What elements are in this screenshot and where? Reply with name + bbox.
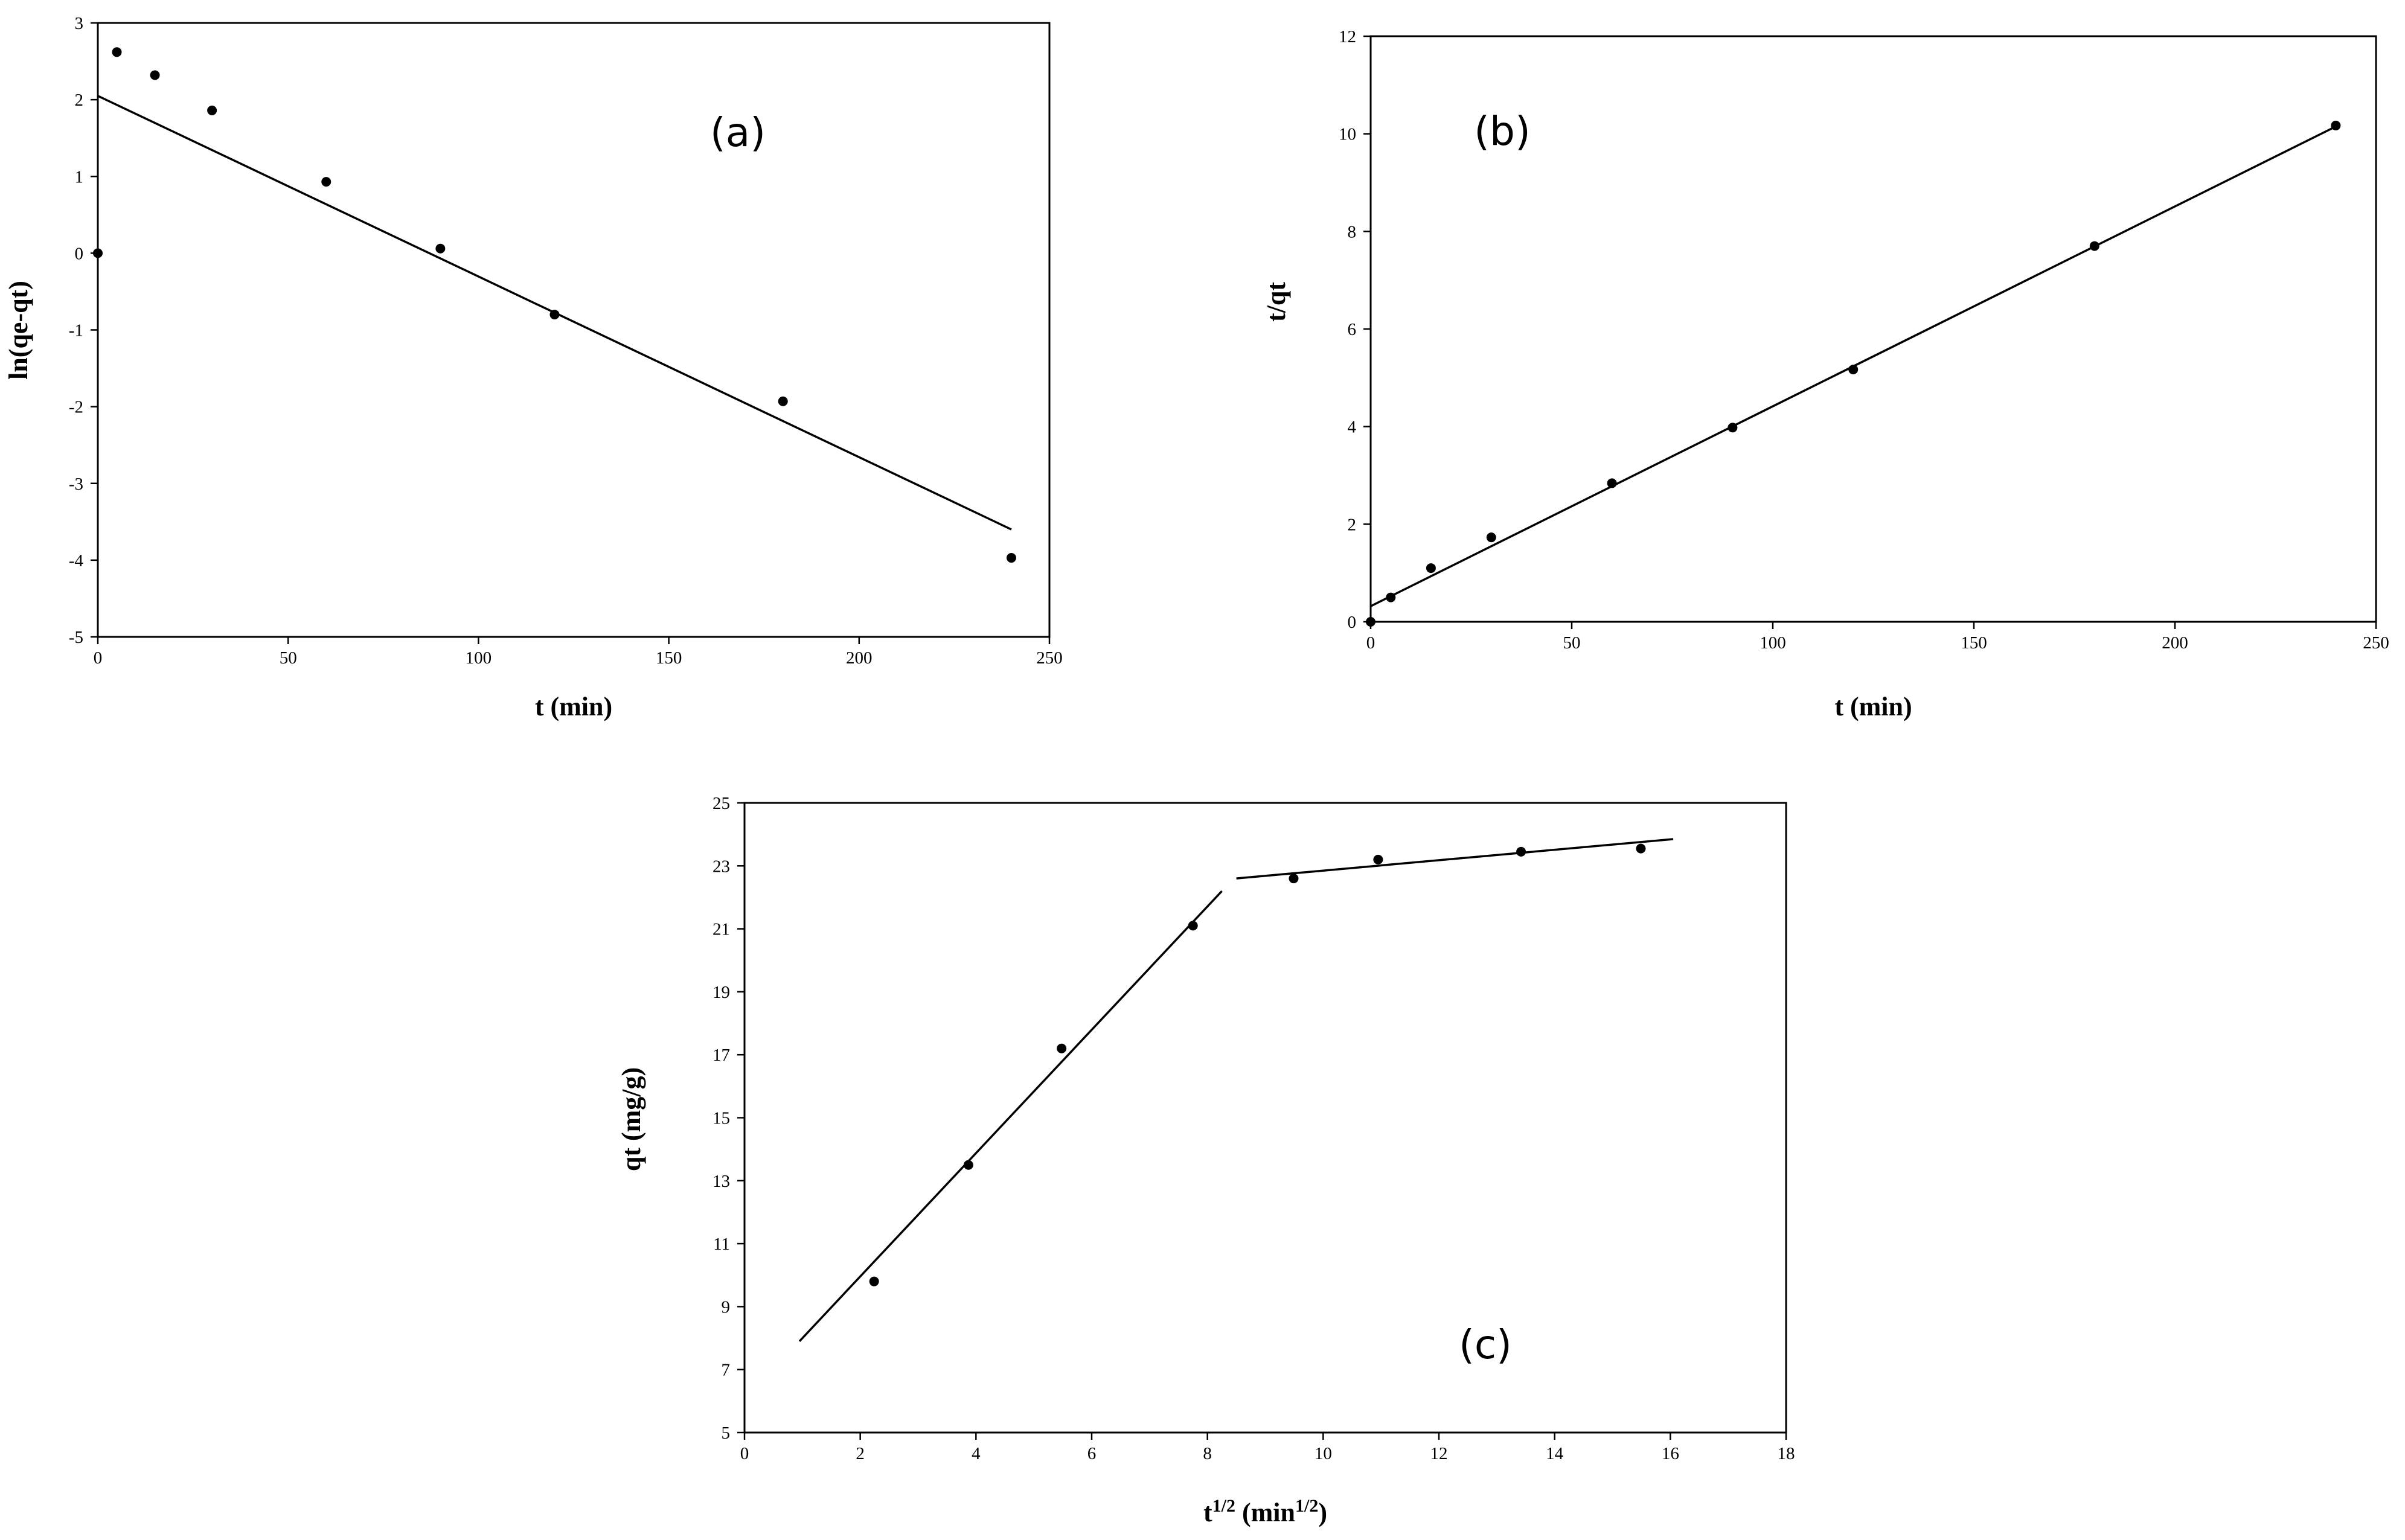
x-tick-label: 0 <box>740 1444 749 1463</box>
y-tick-label: 11 <box>713 1235 730 1254</box>
y-tick-label: 19 <box>713 983 730 1002</box>
y-tick-label: 5 <box>722 1423 731 1443</box>
y-tick-label: 4 <box>1348 418 1357 437</box>
y-tick-label: 7 <box>722 1361 731 1380</box>
x-tick-label: 10 <box>1315 1444 1332 1463</box>
y-tick-label: -2 <box>69 398 83 417</box>
y-tick-label: 2 <box>75 91 84 110</box>
y-axis-title: qt (mg/g) <box>616 1067 646 1171</box>
x-tick-label: 2 <box>856 1444 865 1463</box>
data-point <box>869 1276 879 1286</box>
y-tick-label: 1 <box>75 167 84 187</box>
y-tick-label: 0 <box>1348 613 1357 632</box>
data-point <box>207 105 217 115</box>
x-tick-label: 50 <box>1563 633 1581 653</box>
x-tick-label: 100 <box>466 648 492 668</box>
x-tick-label: 50 <box>280 648 297 668</box>
data-point <box>778 396 788 406</box>
data-point <box>963 1160 973 1170</box>
y-tick-label: 17 <box>713 1046 730 1065</box>
data-point <box>1426 563 1436 574</box>
y-tick-label: 10 <box>1339 125 1356 144</box>
data-point <box>1607 478 1617 488</box>
data-point <box>1366 617 1375 627</box>
x-axis-title: t (min) <box>1834 692 1912 721</box>
chart-panel-c: 0 2 4 6 8 10 12 14 16 18 5 7 9 11 13 15 17 19 21 23 25 t1/2 (… <box>616 794 1795 1527</box>
fit-line <box>798 890 1223 1342</box>
y-tick-label: 25 <box>713 794 730 813</box>
y-tick-label: 6 <box>1348 320 1357 339</box>
plot-frame <box>743 802 1787 1434</box>
x-tick-label: 100 <box>1760 633 1786 653</box>
y-tick-label: 13 <box>713 1172 730 1191</box>
data-point <box>1848 365 1859 375</box>
y-tick-label: -3 <box>69 474 83 494</box>
y-tick-label: 8 <box>1348 222 1357 241</box>
x-axis-title: t (min) <box>535 692 612 721</box>
x-tick-label: 0 <box>1366 633 1375 653</box>
x-tick-label: 250 <box>1036 648 1063 668</box>
y-tick-label: -5 <box>69 628 83 647</box>
data-point <box>1006 553 1016 563</box>
data-point <box>150 70 160 80</box>
data-point <box>1188 921 1198 931</box>
x-tick-label: 6 <box>1087 1444 1097 1463</box>
data-point <box>1386 592 1396 602</box>
x-tick-label: 8 <box>1203 1444 1212 1463</box>
x-tick-label: 12 <box>1430 1444 1448 1463</box>
data-point <box>1728 423 1738 433</box>
panel-label: (c) <box>1459 1321 1512 1368</box>
x-tick-label: 250 <box>2363 633 2389 653</box>
x-tick-label: 200 <box>846 648 873 668</box>
y-axis-title: t/qt <box>1261 282 1291 322</box>
x-tick-label: 0 <box>94 648 103 668</box>
plot-frame <box>97 22 1051 638</box>
y-tick-label: 9 <box>722 1297 731 1317</box>
panel-label: (b) <box>1474 108 1530 155</box>
data-point <box>2331 120 2341 130</box>
y-tick-label: 2 <box>1348 515 1357 534</box>
chart-panel-b: 0 50 100 150 200 250 0 2 4 6 8 10 12 t (min) t/qt (b) <box>1261 27 2389 721</box>
x-tick-label: 4 <box>972 1444 981 1463</box>
x-axis-title: t1/2 (min1/2) <box>1203 1496 1327 1527</box>
x-tick-label: 18 <box>1778 1444 1795 1463</box>
x-tick-label: 16 <box>1662 1444 1679 1463</box>
y-tick-label: -1 <box>69 321 83 340</box>
x-tick-label: 200 <box>2162 633 2188 653</box>
data-point <box>2089 241 2099 251</box>
data-point <box>435 243 446 254</box>
data-point <box>321 177 331 187</box>
data-point <box>1289 874 1299 884</box>
y-tick-label: -4 <box>69 551 84 570</box>
data-point <box>1486 532 1496 543</box>
data-point <box>1057 1043 1067 1053</box>
y-axis-title: ln(qe-qt) <box>4 281 33 380</box>
y-tick-label: 3 <box>75 14 84 33</box>
y-tick-label: 21 <box>713 920 730 939</box>
panel-label: (a) <box>710 109 766 156</box>
y-tick-label: 23 <box>713 857 730 876</box>
y-tick-label: 15 <box>713 1109 730 1128</box>
data-point <box>1636 843 1646 854</box>
chart-panel-a: 0 50 100 150 200 250 -5 -4 -3 -2 -1 0 1 2 3 t (min) ln(q… <box>4 14 1063 721</box>
data-point <box>112 47 122 57</box>
y-tick-label: 0 <box>75 244 84 263</box>
data-point <box>549 310 560 320</box>
x-tick-label: 150 <box>656 648 682 668</box>
x-tick-label: 150 <box>1961 633 1987 653</box>
data-point <box>1516 846 1526 857</box>
fit-line <box>1236 838 1674 880</box>
x-tick-label: 14 <box>1546 1444 1564 1463</box>
data-point <box>93 248 103 258</box>
y-tick-label: 12 <box>1339 27 1356 46</box>
data-point <box>1373 854 1383 864</box>
